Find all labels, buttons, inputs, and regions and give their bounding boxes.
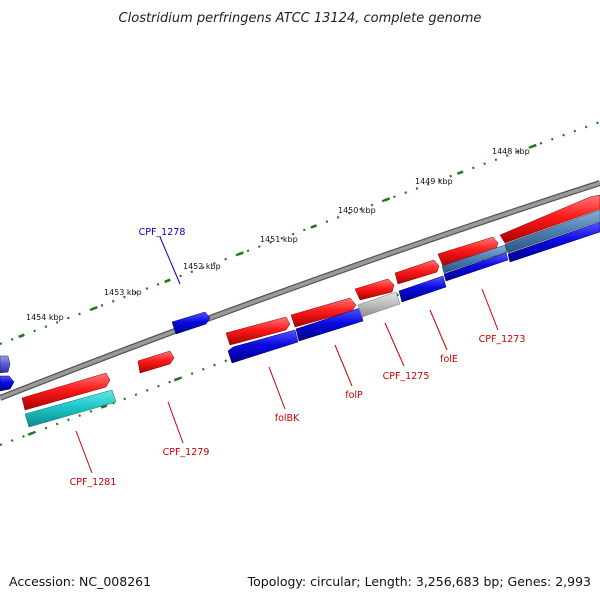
kbp-label-1454: 1454 kbp: [26, 313, 64, 322]
kbp-label-1450: 1450 kbp: [338, 206, 376, 215]
leader-cpf-1273: [481, 288, 499, 331]
label-folbk: folBK: [275, 413, 300, 424]
genome-summary-text: Topology: circular; Length: 3,256,683 bp…: [247, 574, 591, 589]
label-cpf-1275: CPF_1275: [383, 371, 430, 382]
gene-cpf-1281-fwd[interactable]: [21, 372, 111, 411]
leader-cpf-1275: [384, 322, 405, 367]
gene-upstream-steel[interactable]: [504, 209, 600, 254]
leader-cpf-1278: [159, 236, 181, 285]
gene-cpf-1275-fwd[interactable]: [354, 278, 395, 301]
label-cpf-1273: CPF_1273: [479, 334, 526, 345]
gene-fole-fwd[interactable]: [394, 259, 440, 285]
leader-fole: [429, 309, 448, 351]
kbp-label-1452: 1452 kbp: [183, 262, 221, 271]
leader-folp: [334, 344, 353, 387]
gene-cpf-1275-other[interactable]: [357, 291, 401, 318]
leader-lines: [75, 236, 499, 474]
reverse-features: [0, 209, 600, 428]
backbone-shadow: [0, 180, 600, 401]
gene-folbk-rev[interactable]: [227, 329, 299, 364]
kbp-label-1449: 1449 kbp: [415, 177, 453, 186]
label-cpf-1278: CPF_1278: [139, 227, 186, 238]
gene-upstream-fwd[interactable]: [499, 194, 600, 244]
gene-cpf-1273-fwd[interactable]: [437, 236, 499, 267]
gene-folp-rev[interactable]: [295, 307, 364, 342]
label-fole: folE: [440, 354, 458, 365]
gene-upstream-rev[interactable]: [507, 221, 600, 263]
gene-cpf-1281-rna[interactable]: [24, 389, 117, 428]
gene-edge-blue[interactable]: [0, 375, 15, 392]
forward-features: [21, 194, 600, 411]
label-folp: folP: [345, 390, 363, 401]
kbp-label-1448: 1448 kbp: [492, 147, 530, 156]
leader-cpf-1281: [75, 430, 93, 474]
gene-fole-rev[interactable]: [398, 275, 447, 303]
gene-cpf-1273-steel[interactable]: [441, 244, 508, 274]
gene-cpf-1273-rev[interactable]: [443, 252, 509, 282]
gene-folp-fwd[interactable]: [290, 297, 357, 328]
kbp-label-1453: 1453 kbp: [104, 288, 142, 297]
backbone: [0, 181, 600, 400]
gene-folbk[interactable]: [225, 316, 291, 346]
leader-cpf-1279: [167, 401, 184, 444]
kbp-label-1451: 1451 kbp: [260, 235, 298, 244]
map-title: Clostridium perfringens ATCC 13124, comp…: [119, 11, 482, 26]
accession-text: Accession: NC_008261: [9, 574, 152, 589]
label-cpf-1279: CPF_1279: [163, 447, 210, 458]
gene-cpf-1279[interactable]: [137, 350, 175, 374]
label-cpf-1281: CPF_1281: [70, 477, 117, 488]
gene-cpf-1278[interactable]: [171, 311, 211, 335]
leader-folbk: [268, 366, 286, 410]
gene-edge-purple[interactable]: [0, 355, 11, 374]
